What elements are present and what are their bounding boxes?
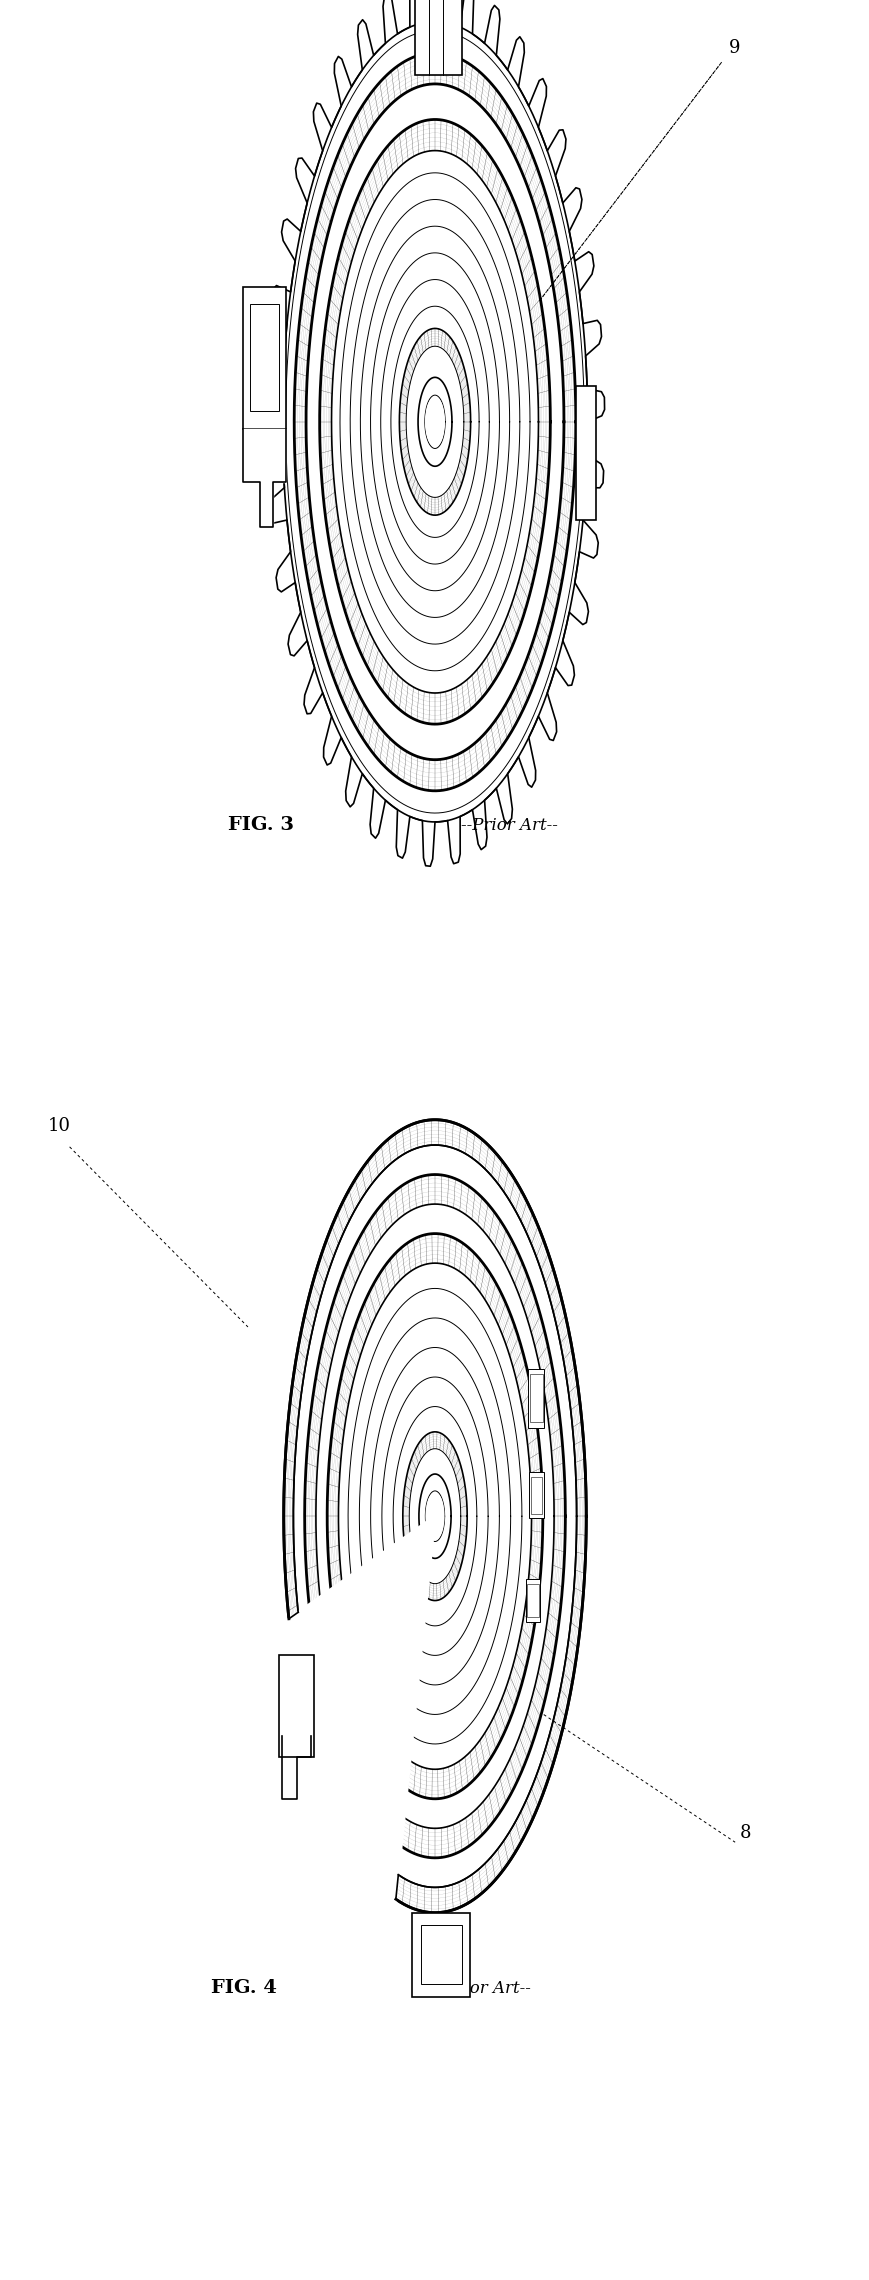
Bar — [530, 1477, 541, 1514]
Text: --Prior Art--: --Prior Art-- — [460, 816, 557, 834]
Bar — [279, 1655, 314, 1756]
Text: 9: 9 — [728, 39, 740, 57]
Circle shape — [425, 397, 444, 447]
Bar — [421, 1924, 461, 1984]
Text: FIG. 3: FIG. 3 — [228, 816, 294, 834]
Polygon shape — [243, 429, 285, 527]
Wedge shape — [284, 1516, 434, 1911]
Text: FIG. 4: FIG. 4 — [210, 1979, 276, 1997]
Bar — [575, 385, 595, 520]
Bar — [412, 1913, 470, 1997]
Bar — [528, 1473, 543, 1518]
Bar — [249, 306, 279, 410]
Bar — [529, 1375, 542, 1423]
Text: 8: 8 — [739, 1824, 750, 1842]
Text: 10: 10 — [48, 1117, 70, 1135]
Circle shape — [426, 1493, 443, 1539]
Bar — [526, 1580, 540, 1621]
Bar — [527, 1585, 539, 1617]
Bar — [415, 0, 461, 75]
Bar — [527, 1368, 544, 1427]
Bar — [243, 287, 285, 429]
Text: --Prior Art--: --Prior Art-- — [434, 1979, 531, 1997]
